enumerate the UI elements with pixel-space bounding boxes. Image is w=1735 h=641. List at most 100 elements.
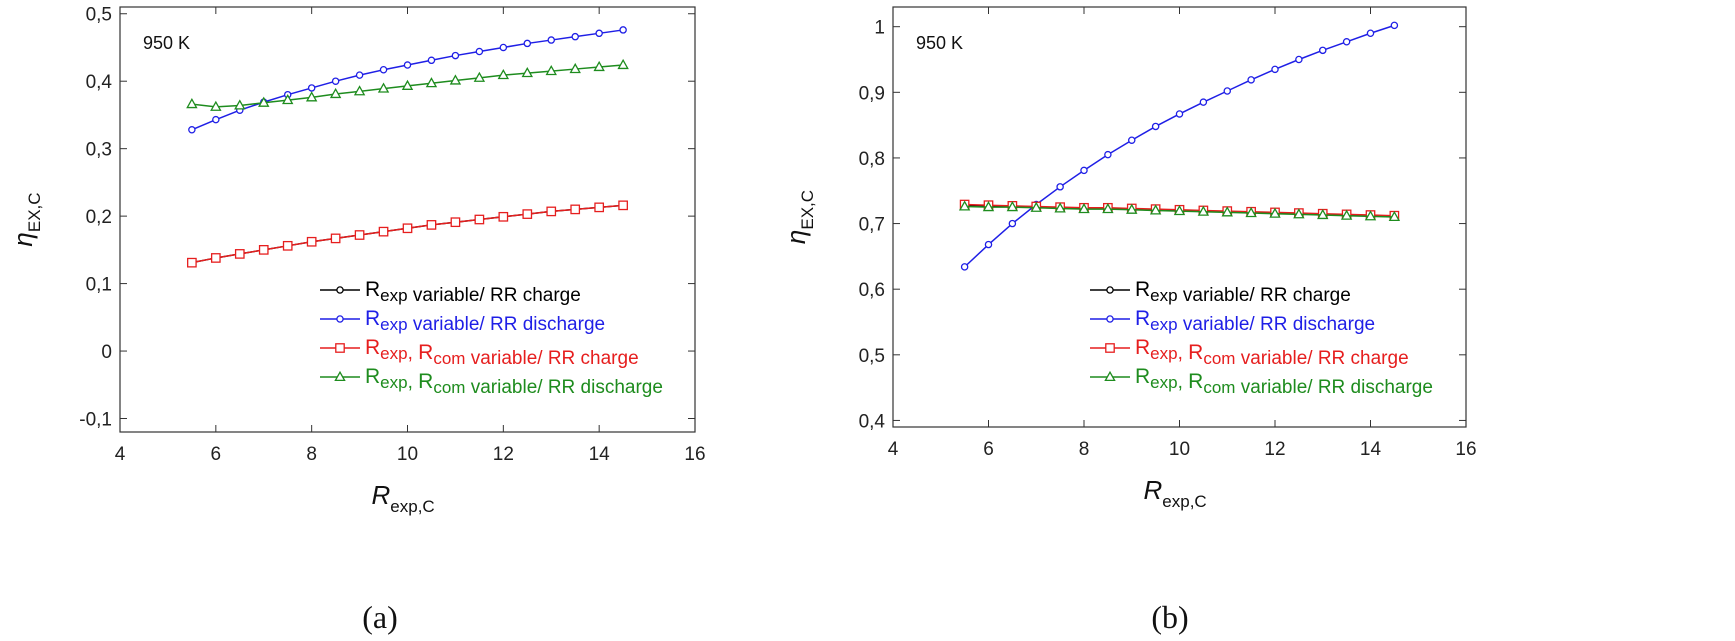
legend-symbol: R: [1135, 336, 1150, 359]
legend-swatch-marker: [334, 370, 346, 382]
legend-item: Rexp variable/ RR charge: [320, 278, 581, 306]
legend-label: Rexp variable/ RR charge: [365, 278, 581, 306]
y-axis-label-sub: EX,C: [798, 190, 817, 230]
series-line: [191, 204, 624, 264]
data-point: [1126, 203, 1138, 214]
legend-swatch-marker: [1106, 286, 1114, 294]
data-point: [210, 253, 221, 263]
data-point: [1054, 202, 1066, 213]
legend-text: variable/ RR discharge: [408, 314, 605, 335]
data-point: [499, 43, 508, 52]
x-tick-label: 6: [211, 444, 222, 465]
legend-item: Rexp variable/ RR charge: [1090, 278, 1351, 306]
data-point: [474, 214, 485, 225]
data-point: [1221, 206, 1233, 217]
legend-subscript: exp: [1150, 373, 1177, 392]
legend-text: variable/ RR discharge: [1178, 314, 1375, 335]
x-tick-label: 14: [1360, 439, 1382, 460]
data-point: [960, 263, 969, 271]
data-point: [1340, 209, 1353, 220]
legend-sep: ,: [408, 372, 419, 393]
data-point: [187, 257, 197, 268]
y-tick-label: 0,6: [859, 280, 885, 301]
x-axis-label: Rexp,C: [372, 480, 435, 516]
legend-text: variable/ RR charge: [1178, 285, 1351, 306]
data-point: [497, 69, 510, 80]
x-tick-label: 6: [983, 439, 994, 460]
data-point: [593, 60, 605, 72]
data-point: [523, 39, 532, 48]
data-point: [594, 202, 605, 213]
data-point: [1390, 21, 1399, 30]
legend-label: Rexp, Rcom variable/ RR discharge: [365, 365, 663, 398]
data-point: [1197, 205, 1210, 216]
legend-subscript: com: [1203, 349, 1235, 368]
data-point: [546, 206, 557, 217]
data-point: [595, 29, 603, 38]
data-point: [449, 74, 462, 85]
legend-label: Rexp, Rcom variable/ RR discharge: [1135, 365, 1433, 398]
x-tick-label: 12: [493, 444, 514, 465]
chart-panel-a: 4 6 8 10 12 14 16 -0,1 0 0,1 0,2 0,3 0,4 0,5 950 K Rexp…: [8, 5, 706, 635]
data-point: [331, 77, 340, 85]
legend-text: variable/ RR discharge: [1235, 377, 1432, 398]
legend-subscript: exp: [380, 344, 407, 363]
data-point: [378, 226, 389, 237]
data-point: [329, 87, 342, 99]
data-point: [1030, 201, 1042, 212]
data-point: [984, 240, 993, 249]
y-tick-label: 0,3: [86, 140, 112, 161]
legend-subscript: com: [1203, 378, 1235, 397]
legend-subscript: exp: [380, 315, 407, 334]
data-point: [521, 66, 534, 78]
y-axis-label-main: η: [8, 232, 38, 246]
x-tick-label: 16: [684, 444, 705, 465]
data-point: [425, 77, 438, 88]
legend-subscript: com: [433, 349, 465, 368]
panel-caption: (b): [1151, 599, 1188, 635]
data-point: [451, 51, 460, 60]
data-point: [212, 115, 220, 124]
data-point: [234, 249, 245, 259]
data-point: [1173, 204, 1186, 216]
x-axis-label-main: R: [372, 480, 391, 510]
legend-symbol: R: [1135, 365, 1150, 388]
legend-text: variable/ RR discharge: [465, 377, 662, 398]
y-tick-label: 0,5: [86, 5, 112, 26]
data-point: [1223, 87, 1232, 95]
legend-label: Rexp variable/ RR discharge: [1135, 307, 1375, 335]
y-tick-label: 0,1: [86, 275, 112, 296]
data-point: [282, 240, 293, 251]
data-point: [1006, 201, 1019, 212]
legend-subscript: exp: [1150, 315, 1177, 334]
data-point: [426, 220, 437, 230]
y-axis-label: ηEX,C: [781, 190, 817, 244]
data-point: [571, 32, 579, 41]
legend-item: Rexp variable/ RR discharge: [320, 307, 605, 335]
x-tick-label: 12: [1264, 439, 1285, 460]
legend-swatch-marker: [336, 315, 344, 323]
y-tick-label: 0: [101, 342, 112, 363]
data-point: [1317, 208, 1329, 220]
data-point: [188, 126, 196, 134]
data-point: [1245, 206, 1257, 218]
data-point: [353, 85, 366, 96]
legend-swatch-marker: [335, 343, 345, 353]
legend-subscript: com: [433, 378, 465, 397]
x-tick-label: 4: [888, 439, 899, 460]
x-tick-label: 10: [397, 444, 418, 465]
data-point: [618, 200, 628, 211]
data-point: [403, 61, 412, 69]
data-point: [545, 64, 557, 76]
data-point: [1295, 55, 1303, 64]
data-point: [498, 211, 509, 222]
legend-subscript: exp: [380, 373, 407, 392]
panel-caption: (a): [362, 599, 398, 635]
data-point: [354, 230, 365, 240]
y-tick-label: 0,5: [859, 346, 885, 367]
legend-subscript: exp: [1150, 286, 1177, 305]
legend-item: Rexp variable/ RR discharge: [1090, 307, 1375, 335]
legend-text: variable/ RR charge: [465, 348, 638, 369]
data-point: [1293, 208, 1305, 219]
